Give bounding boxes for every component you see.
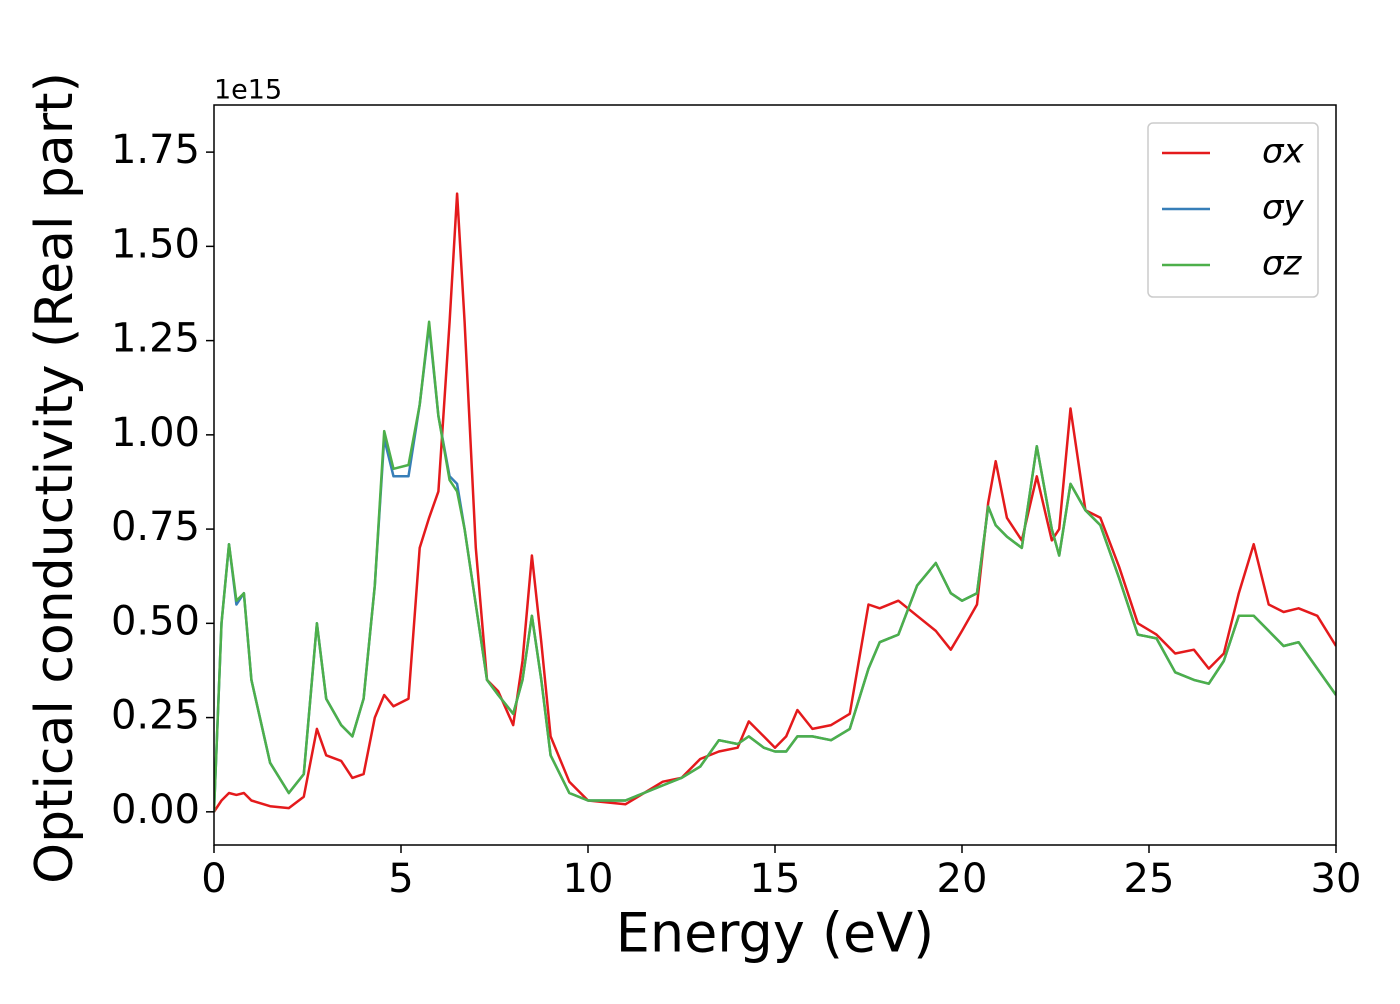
y-tick-label: 0.00 (111, 787, 200, 833)
series-line (214, 320, 1336, 812)
legend-label: σy (1262, 188, 1305, 228)
legend-label: σz (1262, 244, 1303, 284)
y-tick-label: 0.75 (111, 504, 200, 550)
series-line (214, 324, 1336, 812)
x-tick-label: 5 (388, 856, 413, 902)
x-tick-label: 30 (1311, 856, 1362, 902)
x-axis-label: Energy (eV) (616, 902, 935, 965)
y-tick-label: 1.00 (111, 410, 200, 456)
legend-box (1147, 122, 1319, 298)
y-tick-label: 1.75 (111, 127, 200, 173)
plot-frame (213, 104, 1337, 846)
y-axis-label: Optical conductivity (Real part) (25, 72, 85, 884)
y-offset-label: 1e15 (214, 75, 282, 106)
x-tick-label: 25 (1124, 856, 1175, 902)
legend-label: σx (1262, 132, 1305, 172)
y-tick-label: 0.50 (111, 598, 200, 644)
y-tick-label: 0.25 (111, 693, 200, 739)
x-tick-label: 10 (563, 856, 614, 902)
series-line (214, 192, 1336, 813)
x-tick-label: 15 (750, 856, 801, 902)
y-tick-label: 1.50 (111, 221, 200, 267)
x-tick-label: 20 (937, 856, 988, 902)
y-tick-label: 1.25 (111, 316, 200, 362)
x-tick-label: 0 (201, 856, 226, 902)
